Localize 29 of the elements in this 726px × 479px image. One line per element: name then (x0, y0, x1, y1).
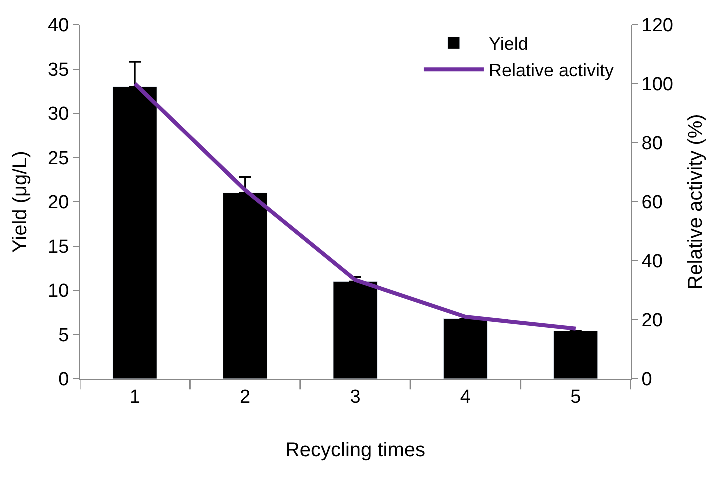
y-tick-label: 5 (58, 325, 70, 346)
x-tick-label: 3 (350, 386, 361, 408)
bar (443, 318, 488, 379)
y2-axis-title: Relative activity (%) (685, 114, 708, 290)
y2-tick-label: 120 (642, 16, 674, 37)
y-tick-label: 10 (48, 281, 70, 302)
y2-tick-label: 40 (642, 252, 663, 273)
y2-tick-label: 80 (642, 134, 663, 155)
y2-tick-label: 60 (642, 192, 663, 214)
x-tick-label: 2 (240, 386, 251, 408)
y-tick-label: 20 (48, 192, 70, 214)
y-tick-label: 35 (48, 60, 70, 81)
y-tick-label: 30 (48, 104, 70, 126)
x-tick-label: 4 (460, 386, 472, 408)
x-tick-label: 5 (570, 386, 582, 408)
y2-tick-label: 100 (642, 74, 674, 96)
x-tick-label: 1 (130, 386, 140, 408)
y-tick-label: 0 (58, 370, 70, 391)
bar (554, 330, 598, 379)
y-tick-label: 25 (48, 148, 70, 170)
y-tick-label: 40 (48, 16, 70, 37)
y2-tick-label: 0 (642, 370, 652, 391)
x-axis-title: Recycling times (285, 439, 426, 462)
legend-label: Yield (488, 34, 528, 54)
y-axis-title: Yield (μg/L) (10, 151, 32, 253)
y-tick-label: 15 (48, 236, 70, 258)
y2-tick-label: 20 (642, 310, 663, 332)
legend-label: Relative activity (488, 60, 614, 81)
line-series (133, 82, 578, 331)
